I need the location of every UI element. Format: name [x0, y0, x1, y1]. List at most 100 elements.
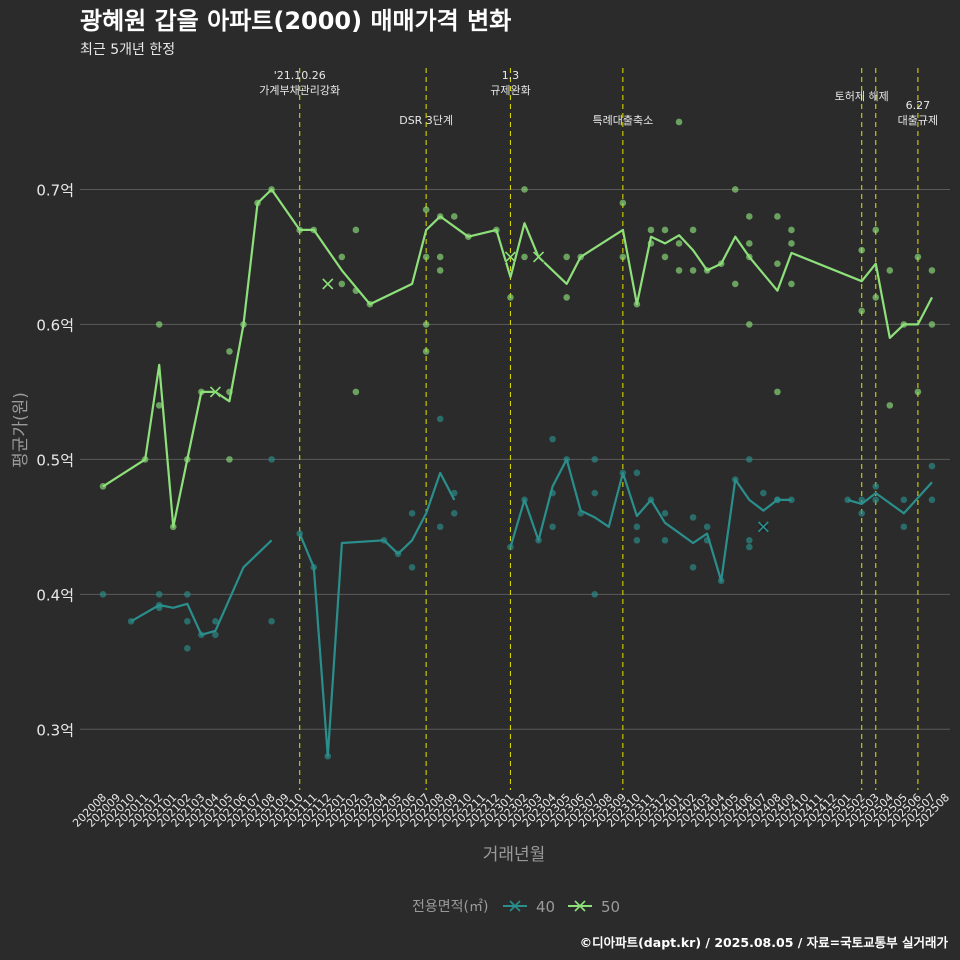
- data-point-40: [689, 564, 697, 571]
- cross-stroke: [509, 900, 521, 912]
- data-point-50: [507, 294, 514, 301]
- data-point-40: [184, 591, 191, 598]
- cross-marker-50: [504, 251, 517, 263]
- data-point-40: [155, 591, 163, 598]
- event-label: 6.27: [906, 99, 931, 112]
- data-point-50: [675, 118, 683, 126]
- grid-lines: [80, 188, 950, 730]
- data-point-40: [549, 523, 556, 531]
- data-point-50: [436, 267, 444, 274]
- data-point-50: [647, 226, 655, 234]
- data-point-50: [563, 294, 570, 301]
- data-point-50: [689, 226, 697, 234]
- data-point-50: [436, 253, 444, 261]
- cross-marker-50: [532, 251, 545, 263]
- data-point-50: [619, 199, 627, 207]
- footer-credit: ©디아파트(dapt.kr) / 2025.08.05 / 자료=국토교통부 실…: [580, 935, 949, 950]
- data-point-40: [633, 469, 641, 477]
- data-point-40: [900, 523, 908, 531]
- x-axis-label: 거래년월: [483, 845, 546, 865]
- series-line-40: [847, 481, 933, 515]
- data-point-50: [619, 253, 627, 261]
- legend-entry-40[interactable]: 40: [503, 898, 555, 916]
- legend-swatch-cross: [509, 900, 521, 912]
- data-point-50: [914, 253, 922, 261]
- y-tick-label: 0.4억: [36, 586, 74, 604]
- data-point-40: [872, 483, 880, 490]
- data-point-50: [155, 402, 163, 409]
- data-point-50: [914, 388, 922, 396]
- data-point-40: [212, 631, 219, 639]
- cross-stroke: [574, 900, 586, 912]
- data-point-50: [858, 307, 865, 315]
- data-point-50: [422, 253, 430, 261]
- legend: 전용면적(㎡) 40 50: [412, 898, 620, 916]
- event-label: 가계부채관리강화: [259, 84, 340, 97]
- data-point-50: [788, 226, 795, 234]
- event-label: 대출규제: [898, 114, 938, 127]
- data-point-40: [549, 435, 556, 443]
- data-point-40: [633, 523, 641, 531]
- data-point-40: [703, 523, 711, 531]
- data-point-50: [746, 240, 753, 247]
- data-point-50: [774, 388, 781, 396]
- cross-stroke: [322, 278, 334, 290]
- data-point-40: [760, 489, 767, 497]
- data-point-50: [788, 280, 795, 288]
- data-point-50: [731, 186, 739, 193]
- data-point-50: [774, 213, 781, 220]
- legend-entry-50[interactable]: 50: [568, 898, 620, 916]
- y-tick-label: 0.6억: [36, 316, 74, 334]
- data-point-40: [184, 644, 191, 652]
- data-point-40: [268, 456, 275, 463]
- y-tick-label: 0.7억: [36, 181, 74, 199]
- data-point-50: [746, 321, 753, 328]
- data-point-50: [661, 253, 669, 261]
- data-point-50: [872, 294, 880, 301]
- data-point-40: [928, 496, 936, 504]
- data-point-50: [661, 226, 669, 234]
- y-tick-label: 0.3억: [36, 721, 74, 739]
- data-point-50: [563, 253, 570, 261]
- data-point-40: [661, 510, 669, 517]
- cross-stroke: [532, 251, 545, 263]
- data-point-50: [858, 246, 865, 254]
- data-point-50: [746, 213, 753, 220]
- data-point-40: [746, 537, 753, 544]
- event-label: DSR 3단계: [399, 114, 453, 127]
- series-line-50: [102, 188, 933, 528]
- data-point-40: [436, 523, 444, 531]
- data-point-40: [408, 510, 416, 517]
- data-point-50: [422, 321, 430, 328]
- data-point-50: [928, 267, 936, 274]
- event-label: 규제완화: [490, 84, 530, 97]
- data-point-50: [675, 267, 683, 274]
- data-point-40: [212, 618, 219, 625]
- data-point-50: [521, 253, 528, 261]
- cross-stroke: [504, 251, 517, 263]
- data-point-50: [521, 186, 528, 193]
- data-point-40: [450, 510, 458, 517]
- event-label: '21.10.26: [274, 69, 326, 82]
- data-point-40: [858, 510, 865, 517]
- x-axis-ticks: 2020082020092020102020112020122021012021…: [70, 791, 952, 830]
- data-point-50: [774, 260, 781, 267]
- series-line-40: [298, 471, 456, 758]
- y-axis-ticks: 0.3억 0.4억 0.5억 0.6억 0.7억: [36, 181, 74, 739]
- data-point-50: [872, 226, 880, 234]
- chart-title: 광혜원 갑을 아파트(2000) 매매가격 변화: [80, 7, 511, 35]
- data-point-40: [591, 489, 599, 497]
- data-point-50: [689, 267, 697, 274]
- cross-marker-40: [757, 521, 769, 533]
- chart-subtitle: 최근 5개년 한정: [80, 42, 175, 58]
- cross-stroke: [757, 521, 769, 533]
- cross-stroke: [209, 386, 221, 398]
- cross-marker-50: [209, 386, 221, 398]
- data-point-50: [675, 240, 683, 247]
- cross-markers: [209, 250, 770, 533]
- data-point-40: [436, 415, 444, 423]
- data-point-50: [155, 321, 163, 328]
- data-point-40: [746, 543, 753, 551]
- data-point-50: [731, 280, 739, 288]
